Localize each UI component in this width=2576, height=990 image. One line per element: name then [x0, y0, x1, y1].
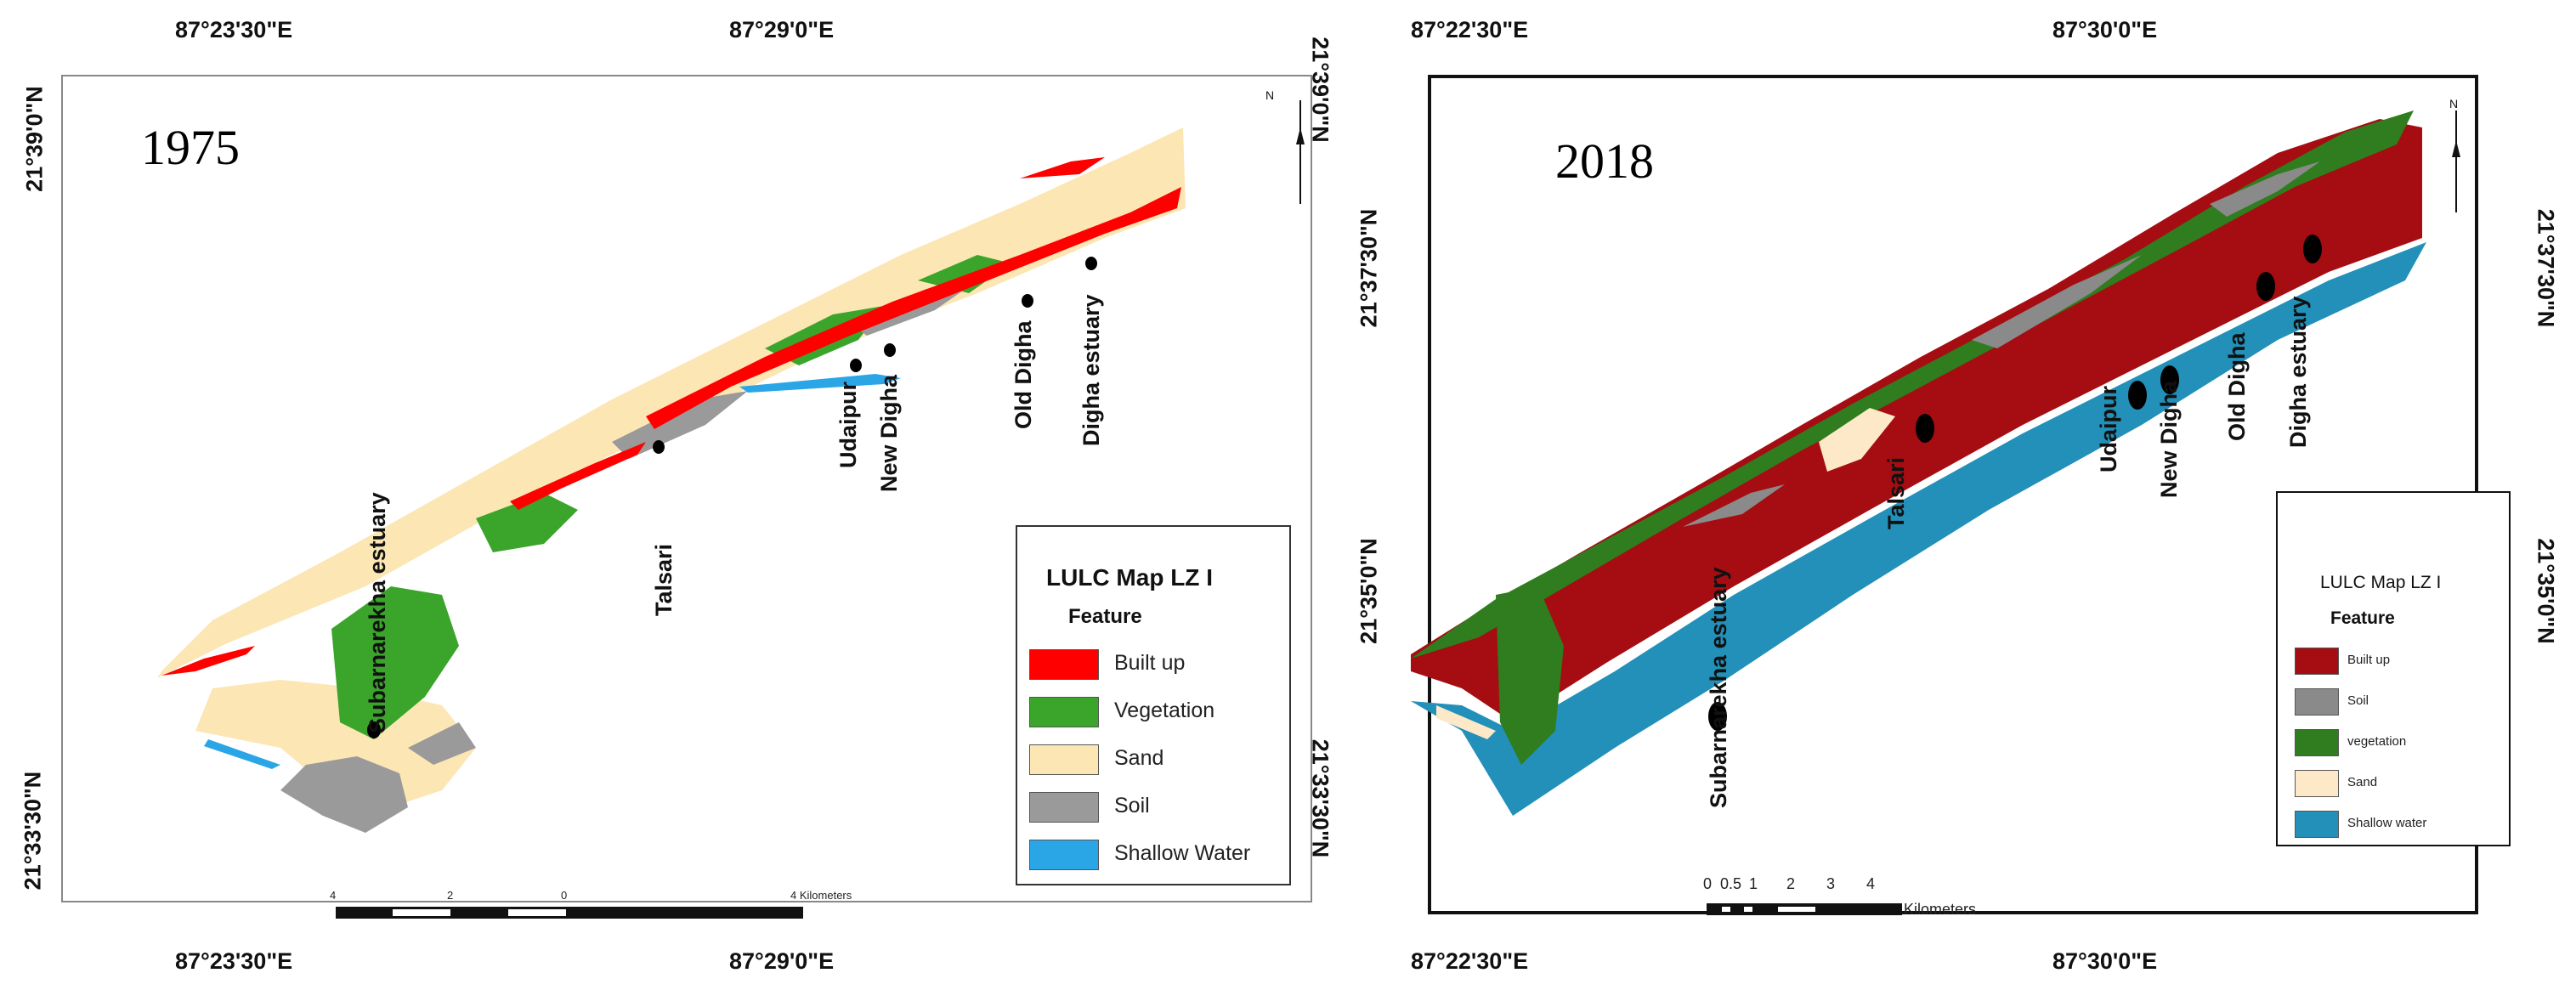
- vegetation-area: [1411, 110, 2414, 659]
- water-strip-2: [739, 374, 901, 393]
- place-label: Subarnarekha estuary: [1706, 567, 1731, 808]
- place-label: Udaipur: [2096, 385, 2121, 472]
- legend-label: Sand: [1114, 746, 1164, 770]
- place-label: Old Digha: [1011, 320, 1036, 430]
- legend-label: Shallow Water: [1114, 841, 1251, 865]
- place-marker: [884, 343, 896, 357]
- legend-label: Built up: [1114, 651, 1186, 675]
- legend-swatch: [1029, 697, 1099, 727]
- place-marker: [2303, 235, 2322, 263]
- legend-swatch: [2295, 648, 2339, 675]
- legend-swatch: [1029, 649, 1099, 680]
- map-2018-panel: 87°22'30"E 87°30'0"E 87°22'30"E 87°30'0"…: [1326, 0, 2576, 990]
- scale-label: 2: [1786, 875, 1796, 892]
- builtup-band-3: [161, 646, 255, 676]
- scale-label: 4: [330, 889, 337, 902]
- place-marker: [2128, 381, 2147, 410]
- bottom-coord-2: 87°29'0"E: [729, 948, 835, 974]
- place-label: Digha estuary: [1079, 294, 1104, 446]
- place-marker: [1708, 702, 1727, 731]
- top-coord-2: 87°30'0"E: [2052, 17, 2158, 42]
- year-label: 1975: [141, 120, 240, 175]
- lower-sand: [195, 680, 476, 816]
- scale-label: 0.5: [1720, 875, 1742, 892]
- soil-tongue: [280, 756, 408, 833]
- scale-label: 4: [1866, 875, 1876, 892]
- scale-label: 0: [1703, 875, 1713, 892]
- builtup-band-1: [646, 187, 1181, 429]
- legend-swatch: [2295, 729, 2339, 756]
- legend-swatch: [1029, 840, 1099, 870]
- scale-label: 4 Kilometers: [790, 889, 852, 902]
- legend-title: LULC Map LZ I: [2320, 573, 2442, 592]
- soil-area-3: [1683, 484, 1785, 527]
- vegetation-patch-1: [331, 586, 459, 739]
- place-marker: [1085, 257, 1097, 270]
- legend-2018: LULC Map LZ I Feature Built up Soil vege…: [2276, 491, 2511, 846]
- legend-swatch: [2295, 811, 2339, 838]
- legend-label: Built up: [2347, 653, 2391, 667]
- soil-area-1: [1972, 255, 2142, 348]
- scale-label: 2: [447, 889, 454, 902]
- north-label: N: [2449, 97, 2459, 110]
- legend-subtitle: Feature: [2330, 608, 2395, 628]
- legend-swatch: [1029, 792, 1099, 823]
- legend-label: Soil: [2347, 693, 2369, 708]
- place-label: Digha estuary: [2285, 296, 2311, 448]
- place-label: Talsari: [651, 543, 677, 616]
- place-label: New Digha: [2156, 380, 2182, 498]
- map-1975-panel: 87°23'30"E 87°29'0"E 87°23'30"E 87°29'0"…: [20, 17, 1333, 974]
- scale-label: 0: [561, 889, 568, 902]
- soil-patch-3: [408, 722, 476, 765]
- place-marker: [367, 721, 381, 738]
- soil-area-2: [2210, 161, 2320, 217]
- vegetation-patch-4: [918, 255, 1011, 293]
- vegetation-estuary: [1496, 586, 1564, 765]
- bottom-coord-1: 87°23'30"E: [175, 948, 293, 974]
- place-label: Talsari: [1883, 456, 1909, 529]
- bottom-coord-1: 87°22'30"E: [1411, 948, 1529, 974]
- sand-area: [157, 127, 1186, 678]
- legend-subtitle: Feature: [1068, 605, 1142, 628]
- legend-title: LULC Map LZ I: [1046, 564, 1213, 591]
- scale-label: 3: [1826, 875, 1836, 892]
- year-label: 2018: [1555, 133, 1654, 189]
- sand-area: [1819, 408, 1895, 472]
- builtup-band-4: [1020, 157, 1105, 178]
- place-marker: [2256, 272, 2275, 301]
- bottom-coord-2: 87°30'0"E: [2052, 948, 2158, 974]
- top-coord-1: 87°22'30"E: [1411, 17, 1529, 42]
- top-coord-1: 87°23'30"E: [175, 17, 293, 42]
- place-marker: [2160, 365, 2179, 394]
- vegetation-patch-2: [476, 493, 578, 552]
- scale-bar: [336, 907, 803, 919]
- legend-label: Vegetation: [1114, 699, 1215, 722]
- water-area: [1411, 242, 2426, 816]
- top-coord-2: 87°29'0"E: [729, 17, 835, 42]
- builtup-band-2: [510, 442, 646, 510]
- lulc-map-1975: [157, 100, 1305, 919]
- legend-swatch: [1029, 744, 1099, 775]
- place-label: Old Digha: [2224, 332, 2250, 442]
- scale-label: 1: [1749, 875, 1758, 892]
- place-label: Subarnarekha estuary: [365, 492, 390, 733]
- place-label: New Digha: [876, 374, 902, 492]
- place-marker: [850, 359, 862, 372]
- legend-label: Shallow water: [2347, 816, 2427, 830]
- place-label: Udaipur: [835, 381, 861, 468]
- legend-label: Soil: [1114, 794, 1150, 817]
- legend-swatch: [2295, 688, 2339, 716]
- water-strip-1: [204, 739, 280, 769]
- legend-swatch: [2295, 770, 2339, 797]
- place-marker: [653, 440, 665, 454]
- legend-label: vegetation: [2347, 734, 2407, 749]
- legend-1975: LULC Map LZ I Feature Built up Vegetatio…: [1016, 525, 1291, 885]
- place-marker: [1022, 294, 1033, 308]
- scale-unit: Kilometers: [1904, 901, 1977, 918]
- legend-label: Sand: [2347, 775, 2378, 789]
- place-marker: [1916, 414, 1934, 443]
- north-label: N: [1265, 88, 1275, 102]
- sand-strip: [1436, 705, 1496, 739]
